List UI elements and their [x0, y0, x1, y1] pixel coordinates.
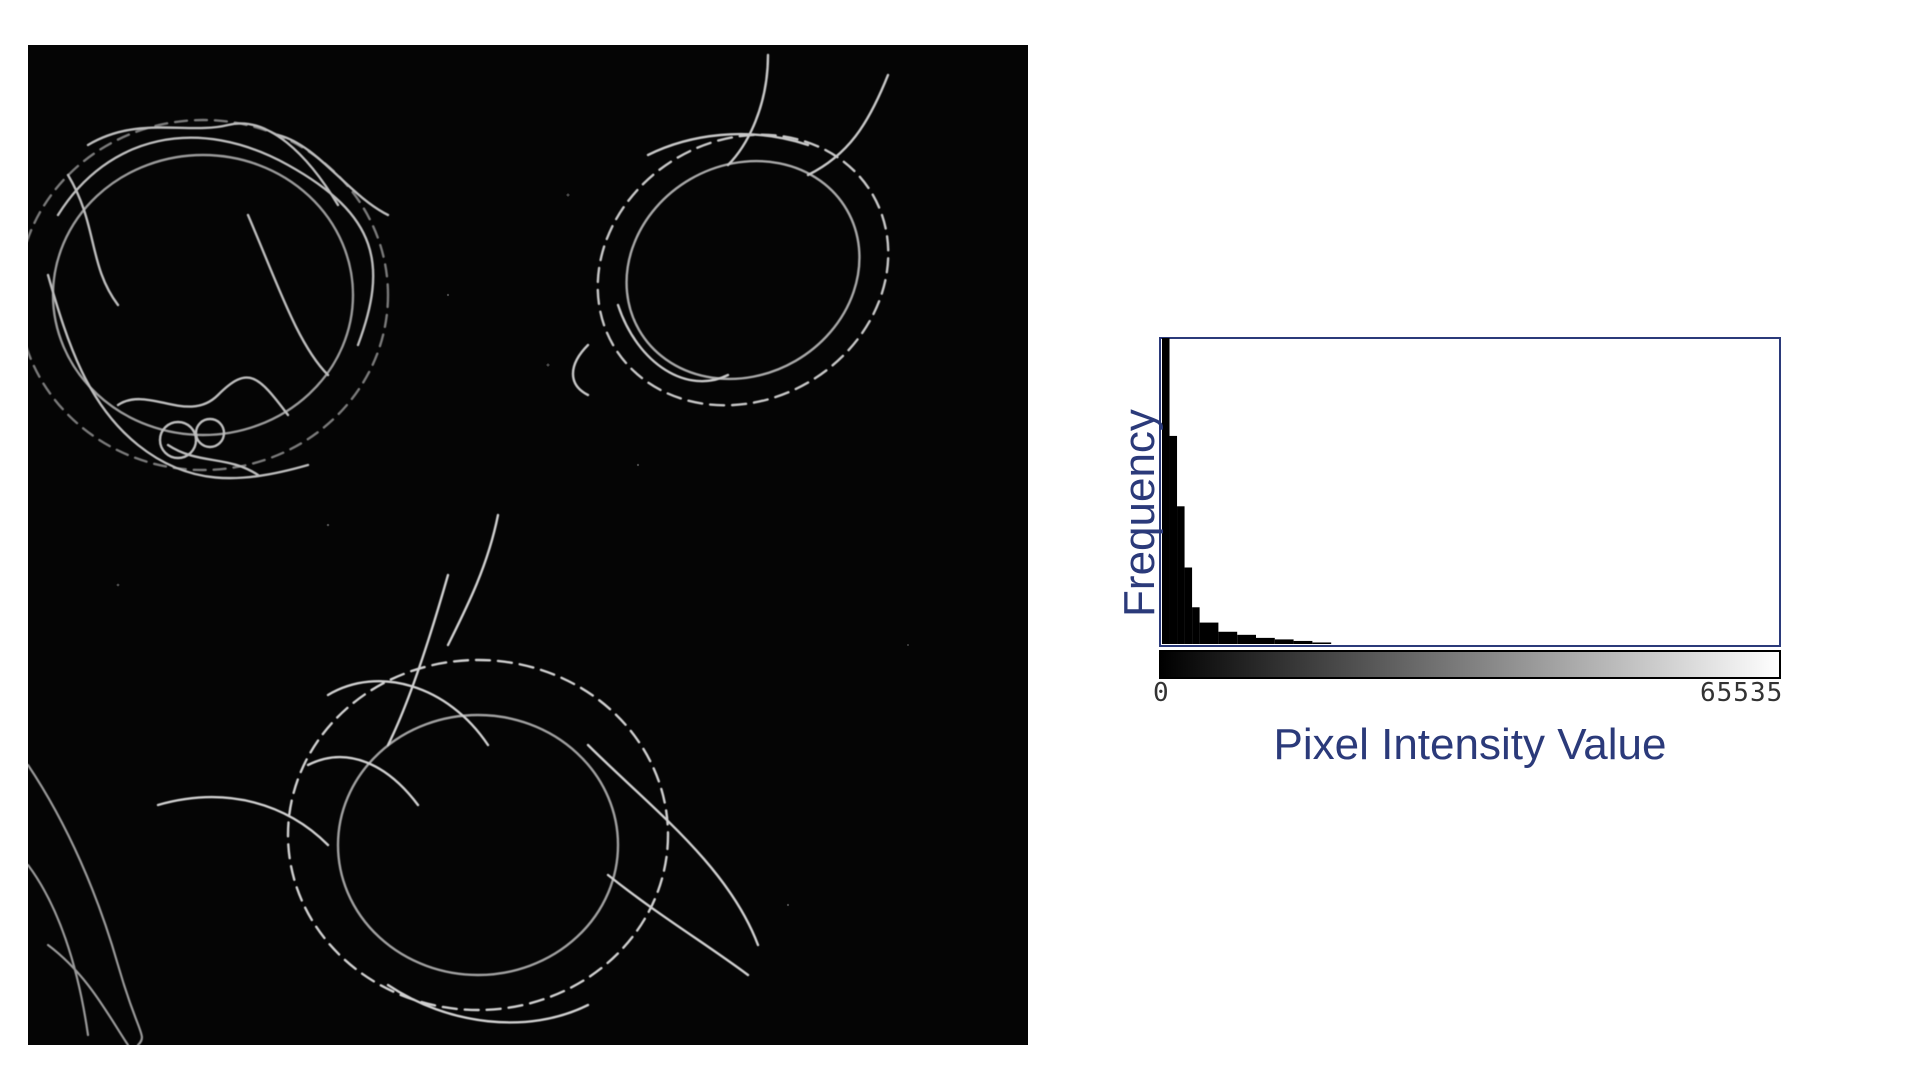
histogram-bar: [1274, 639, 1294, 644]
histogram-bars: [1162, 338, 1332, 644]
x-tick-min: 0: [1153, 678, 1170, 708]
histogram-bar: [1218, 631, 1238, 644]
y-axis-label: Frequency: [1115, 409, 1164, 617]
histogram-bar: [1169, 435, 1178, 644]
histogram-bar: [1199, 622, 1219, 644]
x-axis-label: Pixel Intensity Value: [1273, 720, 1667, 769]
histogram-bar: [1177, 506, 1185, 644]
histogram-bar: [1293, 640, 1313, 644]
histogram-bar: [1255, 637, 1275, 644]
microscopy-image: [28, 45, 1028, 1045]
histogram-bar: [1237, 634, 1256, 644]
histogram-bar: [1184, 567, 1193, 644]
intensity-colorbar: [1159, 650, 1781, 679]
histogram-bar: [1312, 642, 1332, 644]
x-tick-max: 65535: [1700, 678, 1784, 708]
histogram-bar: [1162, 338, 1170, 644]
histogram-plot-area: [1159, 337, 1781, 647]
histogram-bar: [1192, 607, 1200, 644]
histogram-panel: Frequency 0 65535 Pixel Intensity Value: [1050, 300, 1850, 820]
